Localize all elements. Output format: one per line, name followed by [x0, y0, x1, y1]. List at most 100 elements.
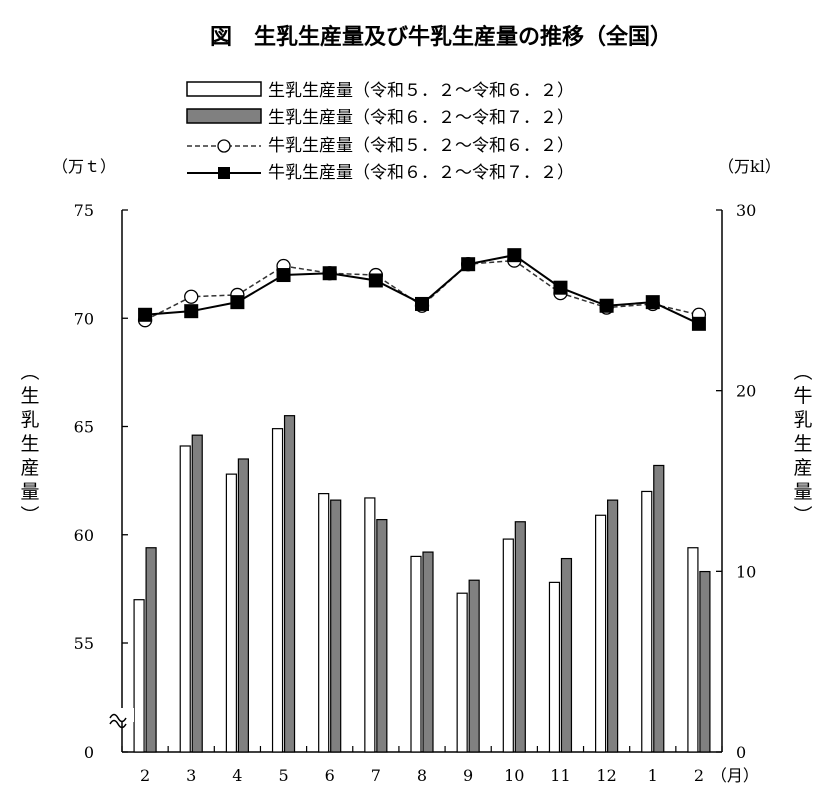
legend: 生乳生産量（令和５．２～令和６．２） 生乳生産量（令和６．２～令和７．２） 牛乳…	[186, 81, 574, 183]
right-axis-title: ︵牛乳生産量︶	[793, 361, 812, 527]
bar-2-9	[514, 521, 526, 753]
legend-marker-line2	[218, 167, 230, 179]
right-tick-label: 0	[736, 743, 746, 762]
x-tick-label: 6	[325, 766, 335, 785]
bar-2-13	[699, 570, 711, 753]
legend-swatch-bar2	[186, 108, 262, 124]
left-axis-title: ︵生乳生産量︶	[20, 361, 39, 527]
bar-1-2	[179, 445, 191, 753]
x-tick-label: 12	[596, 766, 616, 785]
right-tick-label: 30	[736, 201, 756, 220]
axis-title-char: ︵	[20, 361, 39, 383]
axis-title-char: 産	[793, 457, 812, 479]
axis-title-char: ︶	[793, 505, 812, 527]
point-2-13	[691, 316, 706, 331]
x-tick-label: 5	[278, 766, 288, 785]
bar-2-3	[237, 458, 249, 753]
left-tick-label: 75	[74, 201, 94, 220]
point-2-1	[138, 307, 153, 322]
axis-title-char: 乳	[793, 409, 812, 431]
point-2-9	[507, 248, 522, 263]
axis-title-char: 量	[20, 481, 39, 503]
bar-2-6	[376, 518, 388, 753]
x-axis-unit: （月）	[711, 766, 759, 785]
left-tick-label: 65	[74, 418, 94, 437]
left-tick-label: 55	[74, 634, 94, 653]
bar-1-13	[687, 547, 699, 753]
legend-marker-line1	[217, 139, 231, 153]
axis-title-char: 乳	[20, 409, 39, 431]
legend-swatch-bar1	[186, 81, 262, 97]
x-tick-label: 10	[504, 766, 524, 785]
x-tick-label: 1	[648, 766, 658, 785]
bar-2-7	[422, 551, 434, 753]
bar-1-6	[364, 497, 376, 753]
bar-group	[133, 415, 711, 753]
bar-1-4	[271, 428, 284, 753]
axis-title-char: 生	[20, 433, 39, 455]
bar-1-1	[133, 599, 145, 753]
point-2-3	[230, 295, 245, 310]
left-axis-unit: （万ｔ）	[52, 157, 116, 176]
axis-break-mark	[109, 708, 134, 729]
point-2-4	[276, 268, 291, 283]
point-2-7	[415, 296, 429, 311]
x-tick-label: 3	[186, 766, 196, 785]
bar-2-4	[283, 415, 296, 753]
right-axis-ticks: 0 10 20 30	[716, 201, 756, 762]
x-tick-label: 2	[140, 766, 150, 785]
x-axis-ticks: 2 3 4 5 6 7 8 9 10 11 12 1 2 （月）	[121, 746, 759, 785]
bar-1-3	[225, 473, 237, 753]
point-2-10	[553, 280, 568, 295]
x-tick-label: 11	[550, 766, 570, 785]
left-tick-label: 0	[84, 743, 94, 762]
legend-label-bar1: 生乳生産量（令和５．２～令和６．２）	[268, 81, 574, 101]
right-tick-label: 10	[736, 562, 756, 581]
legend-label-bar2: 生乳生産量（令和６．２～令和７．２）	[268, 108, 574, 128]
bar-2-8	[468, 579, 480, 753]
x-tick-label: 2	[694, 766, 704, 785]
point-2-8	[461, 257, 476, 272]
bar-1-7	[410, 555, 422, 753]
left-axis-ticks: 0 55 60 65 70 75	[74, 201, 128, 762]
line-group	[137, 248, 707, 331]
legend-label-line2: 牛乳生産量（令和６．２～令和７．２）	[268, 163, 574, 183]
bar-1-11	[595, 514, 607, 753]
axis-title-char: ︵	[793, 361, 812, 383]
bar-1-8	[456, 592, 468, 753]
x-tick-label: 8	[417, 766, 427, 785]
left-tick-label: 60	[74, 526, 94, 545]
right-axis-unit: （万kl）	[718, 157, 781, 176]
bar-1-10	[548, 581, 561, 753]
axis-title-char: 産	[20, 457, 39, 479]
line-2	[144, 254, 700, 325]
chart-title: 図 生乳生産量及び牛乳生産量の推移（全国）	[210, 24, 672, 50]
point-2-12	[645, 295, 660, 310]
bar-1-9	[502, 538, 514, 753]
bar-1-12	[641, 490, 653, 753]
bar-2-1	[145, 547, 157, 753]
point-2-6	[368, 273, 383, 288]
bar-2-2	[191, 434, 203, 753]
legend-label-line1: 牛乳生産量（令和５．２～令和６．２）	[268, 136, 574, 156]
axis-title-char: 生	[793, 433, 812, 455]
bar-2-12	[653, 464, 665, 753]
left-tick-label: 70	[74, 309, 94, 328]
point-2-2	[184, 304, 199, 319]
bar-2-11	[607, 499, 619, 753]
point-1-2	[184, 289, 199, 304]
x-tick-label: 7	[371, 766, 381, 785]
x-tick-label: 4	[232, 766, 242, 785]
point-2-11	[599, 298, 614, 313]
x-tick-label: 9	[463, 766, 473, 785]
axis-title-char: ︶	[20, 505, 39, 527]
axis-title-char: 牛	[793, 385, 812, 407]
right-tick-label: 20	[736, 382, 756, 401]
axis-title-char: 生	[20, 385, 39, 407]
bar-2-10	[560, 557, 573, 753]
axis-title-char: 量	[793, 481, 812, 503]
bar-1-5	[318, 493, 330, 753]
point-2-5	[322, 266, 337, 281]
bar-2-5	[330, 499, 342, 753]
